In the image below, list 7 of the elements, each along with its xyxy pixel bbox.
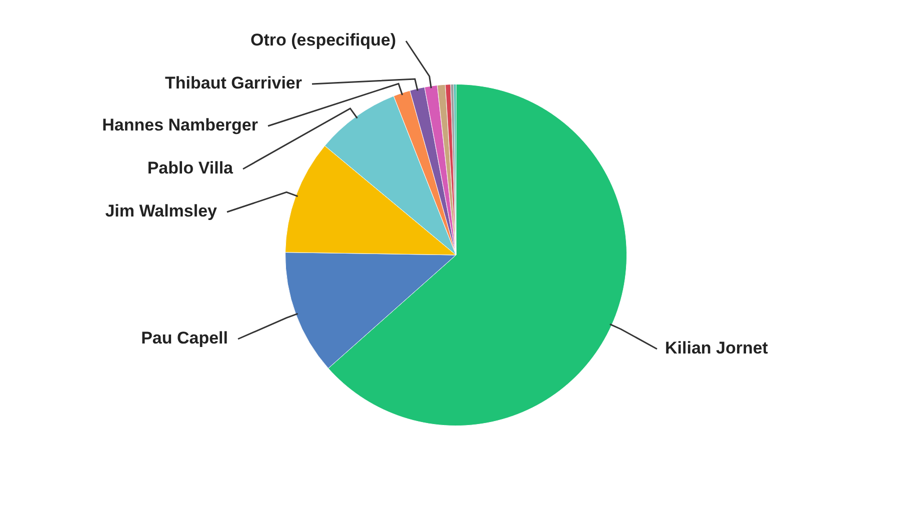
slice-label: Pablo Villa [147, 158, 234, 178]
slice-label: Jim Walmsley [105, 202, 218, 221]
slice-label: Kilian Jornet [665, 338, 768, 358]
slice-label: Thibaut Garrivier [165, 74, 302, 93]
slice-label: Pau Capell [141, 328, 228, 348]
slice-label: Hannes Namberger [102, 116, 258, 135]
slice-label: Otro (especifique) [250, 30, 396, 50]
